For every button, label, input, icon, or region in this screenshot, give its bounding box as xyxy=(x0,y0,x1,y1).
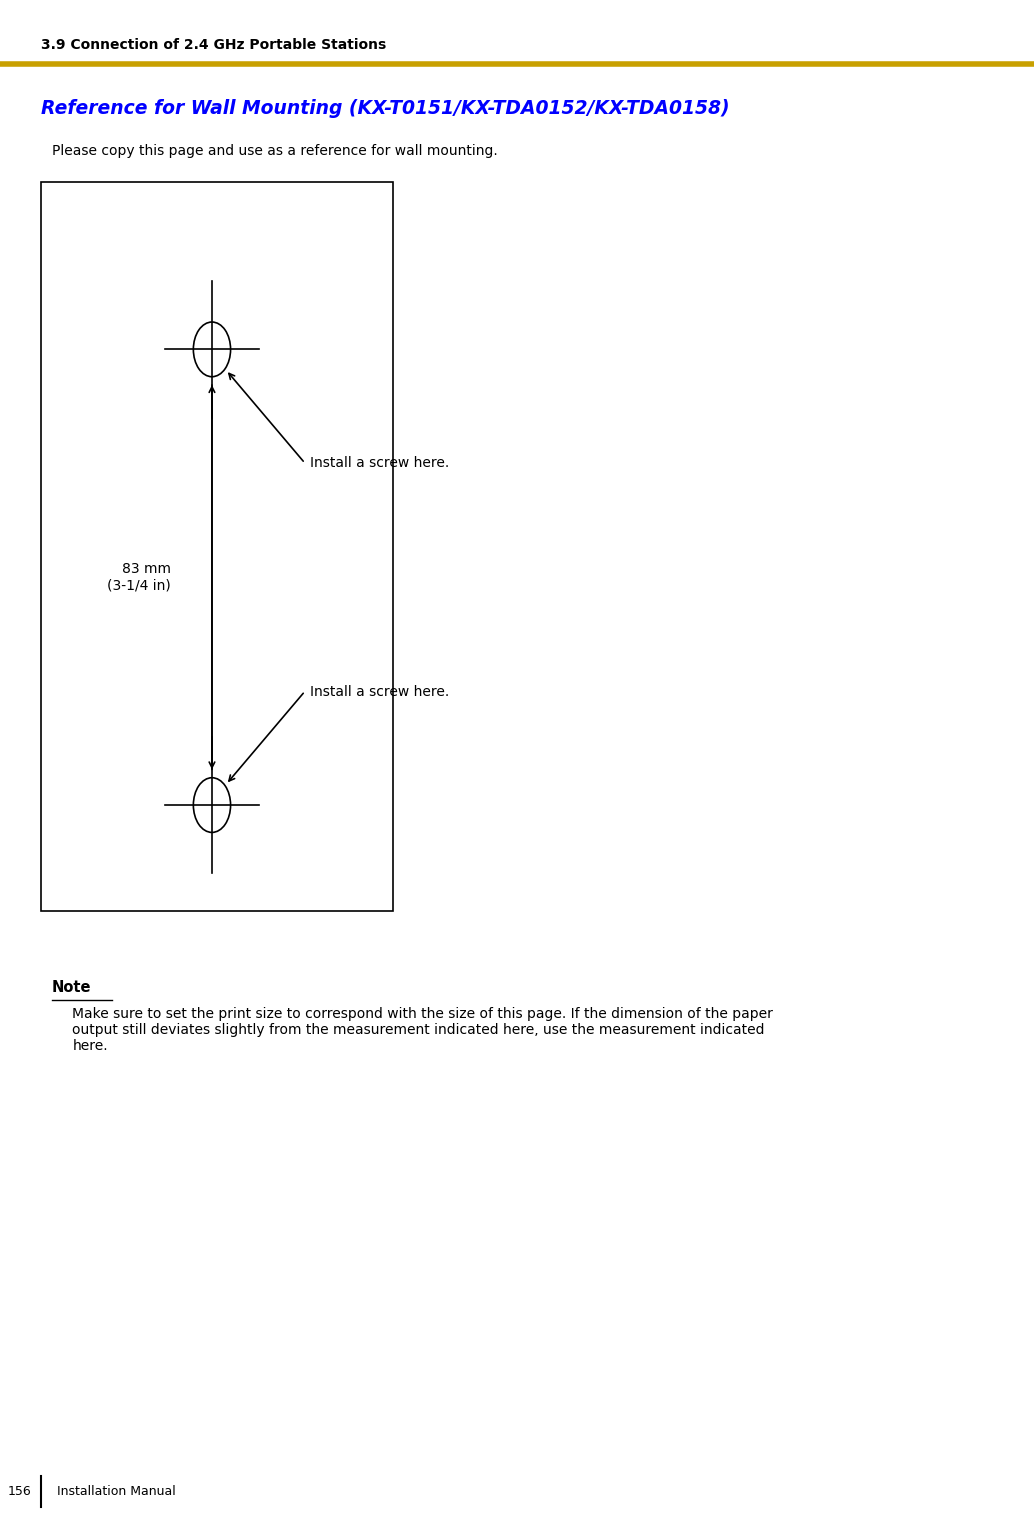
Text: Install a screw here.: Install a screw here. xyxy=(310,456,450,469)
Circle shape xyxy=(193,778,231,832)
Text: 83 mm
(3-1/4 in): 83 mm (3-1/4 in) xyxy=(107,562,171,592)
Text: Note: Note xyxy=(52,980,91,995)
Text: Please copy this page and use as a reference for wall mounting.: Please copy this page and use as a refer… xyxy=(52,144,497,158)
Bar xyxy=(41,182,393,911)
Text: Installation Manual: Installation Manual xyxy=(57,1486,176,1498)
Text: Make sure to set the print size to correspond with the size of this page. If the: Make sure to set the print size to corre… xyxy=(72,1007,773,1054)
Text: Install a screw here.: Install a screw here. xyxy=(310,685,450,699)
Circle shape xyxy=(193,322,231,377)
Text: 156: 156 xyxy=(7,1486,31,1498)
Text: 3.9 Connection of 2.4 GHz Portable Stations: 3.9 Connection of 2.4 GHz Portable Stati… xyxy=(41,38,387,52)
Text: Reference for Wall Mounting (KX-T0151/KX-TDA0152/KX-TDA0158): Reference for Wall Mounting (KX-T0151/KX… xyxy=(41,99,730,118)
